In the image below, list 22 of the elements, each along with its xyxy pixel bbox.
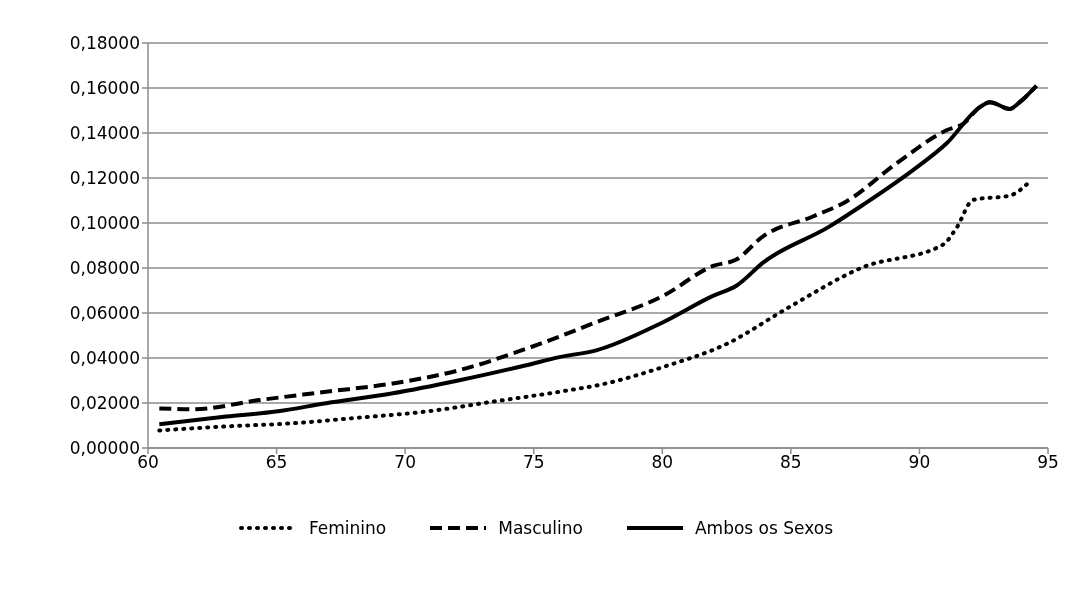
x-tick-label: 75 <box>522 452 545 473</box>
legend-label: Feminino <box>308 518 387 538</box>
x-tick-label: 65 <box>265 452 288 473</box>
y-tick-label: 0,16000 <box>69 78 140 99</box>
y-tick-label: 0,02000 <box>69 393 140 414</box>
x-tick-label: 70 <box>394 452 416 473</box>
y-tick-label: 0,06000 <box>69 303 140 324</box>
y-tick-label: 0,00000 <box>69 438 140 459</box>
legend-label: Ambos os Sexos <box>694 518 833 538</box>
y-tick-label: 0,12000 <box>69 168 140 189</box>
x-tick-label: 90 <box>908 452 931 473</box>
x-tick-label: 85 <box>780 452 802 473</box>
y-tick-label: 0,18000 <box>69 33 140 54</box>
x-tick-label: 95 <box>1037 452 1059 473</box>
y-tick-label: 0,08000 <box>69 258 140 279</box>
legend-label: Masculino <box>498 518 583 538</box>
line-series <box>157 179 1032 433</box>
y-tick-label: 0,14000 <box>69 123 140 144</box>
x-tick-label: 60 <box>137 452 159 473</box>
y-tick-label: 0,04000 <box>69 348 140 369</box>
x-tick-label: 80 <box>651 452 674 473</box>
y-tick-label: 0,10000 <box>69 213 140 234</box>
